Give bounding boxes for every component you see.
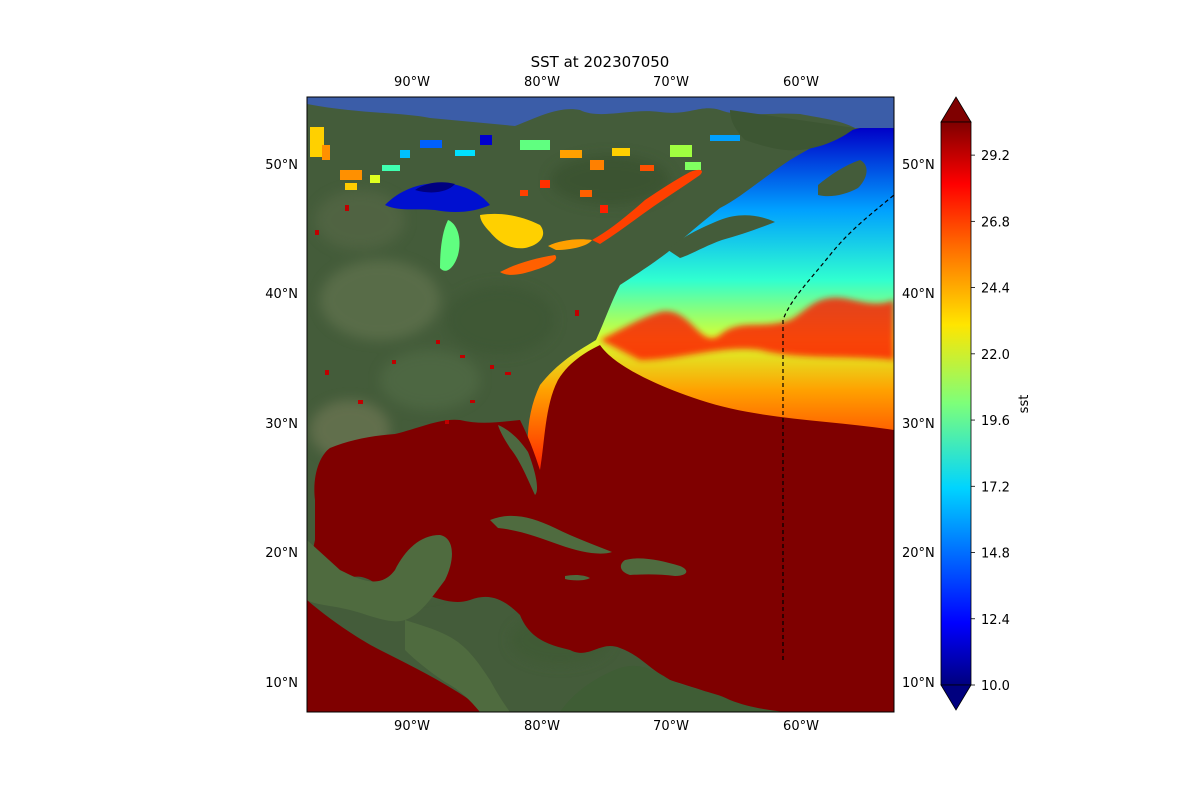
lake-erie — [500, 255, 557, 275]
newfoundland — [818, 160, 867, 197]
lat-label: 20°N — [902, 546, 935, 561]
cuba — [490, 515, 612, 554]
colorbar-tick-label: 24.4 — [981, 282, 1010, 297]
labrador-land — [730, 110, 855, 151]
lat-labels-right: 10°N 20°N 30°N 40°N 50°N — [902, 158, 935, 691]
hudson-bay-water — [307, 97, 894, 128]
colorbar: 29.2 26.8 24.4 22.0 19.6 17.2 14.8 12.4 10.0 sst — [940, 96, 1032, 711]
lake-ontario — [548, 239, 592, 250]
pacific-ocean — [307, 600, 480, 712]
jamaica — [565, 574, 590, 581]
colorbar-label: sst — [1017, 395, 1032, 414]
lon-labels-top: 90°W 80°W 70°W 60°W — [394, 75, 819, 90]
colorbar-extend-top — [940, 96, 972, 123]
lon-label: 90°W — [394, 75, 430, 90]
colorbar-tick-label: 29.2 — [981, 149, 1010, 164]
florida — [498, 425, 538, 495]
map-frame — [306, 96, 895, 713]
lat-label: 20°N — [265, 546, 298, 561]
track-line — [782, 194, 894, 660]
lat-label: 50°N — [265, 158, 298, 173]
hispaniola — [620, 558, 687, 576]
lat-label: 40°N — [265, 287, 298, 302]
lake-michigan — [440, 220, 460, 271]
lon-labels-bottom: 90°W 80°W 70°W 60°W — [394, 719, 819, 734]
great-lakes — [385, 182, 592, 275]
lake-huron — [480, 213, 544, 249]
lon-label: 70°W — [653, 719, 689, 734]
colorbar-tick-label: 19.6 — [981, 414, 1010, 429]
lake-superior — [385, 182, 490, 213]
lat-label: 10°N — [265, 676, 298, 691]
plot-title: SST at 202307050 — [531, 53, 670, 71]
lon-label: 80°W — [524, 75, 560, 90]
lon-label: 60°W — [783, 719, 819, 734]
map-panel — [307, 97, 894, 712]
maritime-land — [668, 215, 775, 258]
yucatan-peninsula — [307, 535, 452, 622]
colorbar-tick-label: 17.2 — [981, 480, 1010, 495]
colorbar-tick-label: 10.0 — [981, 679, 1010, 694]
lon-label: 90°W — [394, 719, 430, 734]
lat-label: 30°N — [265, 417, 298, 432]
lon-label: 60°W — [783, 75, 819, 90]
st-lawrence-river — [592, 169, 702, 244]
lat-label: 30°N — [902, 417, 935, 432]
colorbar-tick-label: 14.8 — [981, 547, 1010, 562]
central-america — [405, 620, 510, 712]
lat-label: 40°N — [902, 287, 935, 302]
lat-label: 50°N — [902, 158, 935, 173]
northern-lakes — [310, 127, 740, 213]
colorbar-ticks: 29.2 26.8 24.4 22.0 19.6 17.2 14.8 12.4 10.0 — [971, 149, 1010, 694]
colorbar-tick-label: 22.0 — [981, 348, 1010, 363]
inland-reservoirs — [315, 205, 579, 424]
lake-superior-west — [415, 182, 455, 193]
lon-label: 70°W — [653, 75, 689, 90]
colorbar-tick-label: 26.8 — [981, 215, 1010, 230]
lat-label: 10°N — [902, 676, 935, 691]
lon-label: 80°W — [524, 719, 560, 734]
colorbar-tick-label: 12.4 — [981, 613, 1010, 628]
south-america — [560, 665, 785, 712]
lat-labels-left: 10°N 20°N 30°N 40°N 50°N — [265, 158, 298, 691]
gulf-stream — [600, 297, 894, 360]
warm-ocean — [312, 345, 894, 712]
colorbar-extend-bottom — [940, 684, 972, 711]
colorbar-body — [940, 121, 972, 686]
